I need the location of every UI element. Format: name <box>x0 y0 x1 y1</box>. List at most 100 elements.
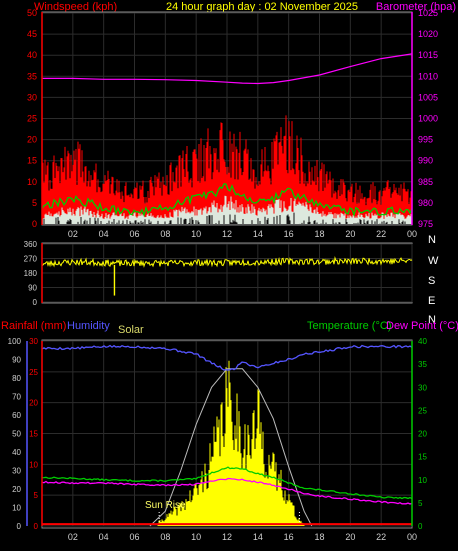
direction-tick-label: 90 <box>28 284 37 293</box>
sunrise-annotation: Sun Rise <box>145 500 186 511</box>
wind-series <box>41 53 413 224</box>
windspeed-tick-label: 35 <box>27 71 37 81</box>
wind-right-ticks: 975 980 985 990 995 1000 1005 1010 1015 1020 1025 <box>418 8 438 229</box>
barometer-tick-label: 1020 <box>418 29 438 39</box>
windspeed-tick-label: 10 <box>27 177 37 187</box>
humidity-tick-label: 0 <box>17 522 22 531</box>
barometer-tick-label: 1005 <box>418 92 438 102</box>
legend-solar: Solar <box>118 324 144 336</box>
temperature-tick-label: 40 <box>418 337 427 346</box>
x-tick-label: 10 <box>191 532 201 542</box>
humidity-tick-label: 80 <box>12 374 21 383</box>
x-tick-label: 08 <box>160 229 170 239</box>
humidity-tick-label: 60 <box>12 411 21 420</box>
x-tick-label: 02 <box>68 229 78 239</box>
x-tick-label: 16 <box>284 229 294 239</box>
x-tick-label: 08 <box>160 532 170 542</box>
x-tick-label: 06 <box>129 229 139 239</box>
rain-ticks: 0 5 10 15 20 25 30 <box>29 337 38 531</box>
barometer-line <box>42 53 413 85</box>
dewpoint-line <box>41 477 413 505</box>
windspeed-tick-label: 40 <box>27 50 37 60</box>
humidity-tick-label: 40 <box>12 448 21 457</box>
barometer-axis-title: Barometer (hpa) <box>376 1 456 13</box>
legend-rainfall: Rainfall (mm) <box>1 320 66 332</box>
humidity-tick-label: 10 <box>12 504 21 513</box>
direction-tick-label: 360 <box>24 240 38 249</box>
barometer-tick-label: 1015 <box>418 50 438 60</box>
barometer-tick-label: 980 <box>418 198 433 208</box>
climate-legend: Rainfall (mm) Humidity Solar Temperature… <box>1 320 458 336</box>
climate-panel: Rainfall (mm) Humidity Solar Temperature… <box>1 320 458 542</box>
temperature-tick-label: 0 <box>418 522 423 531</box>
compass-label: W <box>428 255 439 267</box>
humidity-tick-label: 50 <box>12 430 21 439</box>
x-tick-label: 14 <box>253 229 263 239</box>
humidity-line <box>41 344 413 371</box>
x-tick-label: 12 <box>222 229 232 239</box>
rain-tick-label: 25 <box>29 368 38 377</box>
humidity-ticks: 0 10 20 30 40 50 60 70 80 90 100 <box>8 337 22 531</box>
x-tick-label: 02 <box>68 532 78 542</box>
windspeed-tick-label: 50 <box>27 8 37 18</box>
compass-label: E <box>428 295 435 307</box>
humidity-tick-label: 20 <box>12 485 21 494</box>
barometer-tick-label: 985 <box>418 177 433 187</box>
windspeed-tick-label: 5 <box>32 198 37 208</box>
x-tick-label: 16 <box>284 532 294 542</box>
barometer-tick-label: 1025 <box>418 8 438 18</box>
x-tick-label: 04 <box>99 229 109 239</box>
legend-dewpoint: Dew Point (°C) <box>386 320 458 332</box>
graph-title: 24 hour graph day : 02 November 2025 <box>166 1 358 13</box>
x-tick-label: 22 <box>376 229 386 239</box>
x-tick-label: 12 <box>222 532 232 542</box>
windspeed-tick-label: 45 <box>27 29 37 39</box>
wind-left-ticks: 0 5 10 15 20 25 30 35 40 45 50 <box>27 8 37 229</box>
direction-series <box>41 256 413 296</box>
rain-tick-label: 30 <box>29 337 38 346</box>
x-tick-label: 22 <box>376 532 386 542</box>
windspeed-axis-title: Windspeed (kph) <box>34 1 117 13</box>
climate-x-ticks: 02 04 06 08 10 12 14 16 18 20 22 00 <box>68 532 417 542</box>
barometer-tick-label: 975 <box>418 219 433 229</box>
rain-tick-label: 15 <box>29 430 38 439</box>
windspeed-tick-label: 25 <box>27 114 37 124</box>
x-tick-label: 04 <box>99 532 109 542</box>
compass-label: S <box>428 275 435 287</box>
x-tick-label: 18 <box>314 532 324 542</box>
temperature-ticks: 0 5 10 15 20 25 30 35 40 <box>418 337 427 531</box>
barometer-tick-label: 995 <box>418 135 433 145</box>
humidity-tick-label: 70 <box>12 393 21 402</box>
temperature-tick-label: 25 <box>418 406 427 415</box>
rain-tick-label: 20 <box>29 399 38 408</box>
legend-humidity: Humidity <box>67 320 110 332</box>
compass-label: N <box>428 234 436 246</box>
wind-x-ticks: 02 04 06 08 10 12 14 16 18 20 22 00 <box>68 229 417 239</box>
temperature-tick-label: 10 <box>418 476 427 485</box>
direction-left-ticks: 0 90 180 270 360 <box>24 240 38 307</box>
x-tick-label: 00 <box>407 532 417 542</box>
direction-line <box>41 256 413 268</box>
compass-label: N <box>428 314 436 326</box>
legend-temperature: Temperature (°C) <box>307 320 391 332</box>
direction-tick-label: 0 <box>33 298 38 307</box>
x-tick-label: 06 <box>129 532 139 542</box>
temperature-tick-label: 5 <box>418 499 423 508</box>
direction-grid <box>42 243 413 303</box>
barometer-tick-label: 990 <box>418 156 433 166</box>
x-tick-label: 10 <box>191 229 201 239</box>
rain-tick-label: 10 <box>29 460 38 469</box>
humidity-tick-label: 90 <box>12 356 21 365</box>
barometer-tick-label: 1010 <box>418 71 438 81</box>
windspeed-tick-label: 15 <box>27 156 37 166</box>
temperature-line <box>41 466 413 500</box>
x-tick-label: 20 <box>345 532 355 542</box>
barometer-tick-label: 1000 <box>418 114 438 124</box>
temperature-tick-label: 35 <box>418 360 427 369</box>
header-row: Windspeed (kph) 24 hour graph day : 02 N… <box>34 1 456 13</box>
temperature-tick-label: 30 <box>418 383 427 392</box>
